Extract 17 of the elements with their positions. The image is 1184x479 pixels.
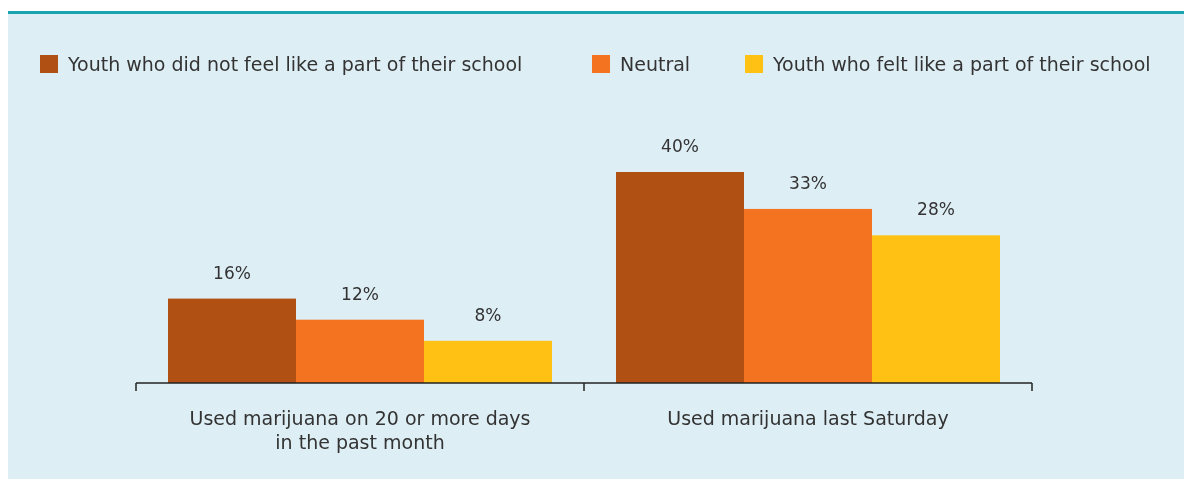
legend-label: Neutral: [620, 53, 691, 75]
x-tick-label: Used marijuana last Saturday: [667, 407, 949, 429]
bar: [872, 235, 1000, 383]
bar: [744, 208, 872, 383]
data-label: 12%: [341, 283, 379, 304]
data-label: 28%: [917, 199, 955, 220]
data-label: 33%: [789, 172, 827, 193]
bar: [424, 340, 552, 383]
legend-label: Youth who did not feel like a part of their school: [67, 53, 523, 75]
bar: [616, 172, 744, 383]
bar: [296, 319, 424, 383]
legend-label: Youth who felt like a part of their school: [772, 53, 1151, 75]
bar: [168, 298, 296, 383]
data-label: 40%: [661, 136, 699, 156]
data-label: 8%: [474, 304, 502, 325]
x-tick-label: Used marijuana on 20 or more days in the past month: [189, 407, 531, 453]
data-label: 16%: [213, 262, 251, 283]
